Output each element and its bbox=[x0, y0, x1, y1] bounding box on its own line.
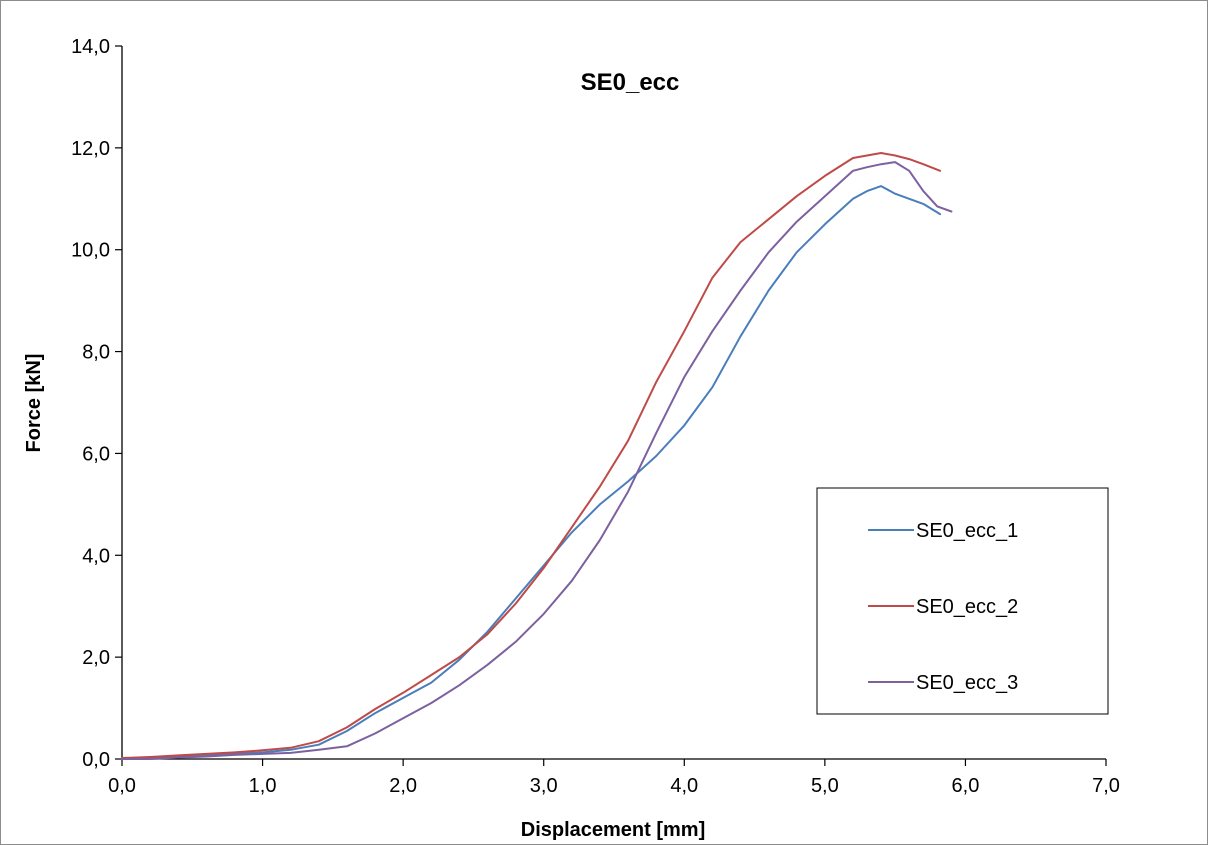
y-tick-label: 6,0 bbox=[82, 443, 110, 465]
x-tick-label: 4,0 bbox=[670, 775, 698, 797]
x-tick-label: 3,0 bbox=[530, 775, 558, 797]
x-tick-label: 2,0 bbox=[389, 775, 417, 797]
x-tick-label: 1,0 bbox=[249, 775, 277, 797]
y-tick-label: 2,0 bbox=[82, 647, 110, 669]
legend-label-3: SE0_ecc_3 bbox=[916, 672, 1018, 694]
legend-label-1: SE0_ecc_1 bbox=[916, 520, 1018, 542]
x-tick-label: 0,0 bbox=[108, 775, 136, 797]
x-axis-title: Displacement [mm] bbox=[521, 819, 706, 841]
series-line-1 bbox=[121, 185, 942, 760]
chart-title: SE0_ecc bbox=[581, 69, 680, 96]
x-tick-label: 7,0 bbox=[1092, 775, 1120, 797]
series-line-3 bbox=[121, 161, 953, 760]
y-tick-label: 10,0 bbox=[71, 240, 110, 262]
legend-label-2: SE0_ecc_2 bbox=[916, 596, 1018, 618]
series-line-2 bbox=[121, 152, 942, 759]
legend-box bbox=[816, 487, 1109, 715]
y-tick-label: 0,0 bbox=[82, 749, 110, 771]
y-tick-label: 14,0 bbox=[71, 36, 110, 58]
y-tick-label: 4,0 bbox=[82, 545, 110, 567]
axes: 0,0 2,0 4,0 6,0 8,0 10,0 12,0 14,0 0,0 1,0 2,0 3,0 4… bbox=[71, 36, 1120, 797]
y-tick-label: 8,0 bbox=[82, 342, 110, 364]
legend: SE0_ecc_1 SE0_ecc_2 SE0_ecc_3 bbox=[816, 487, 1109, 715]
y-tick-label: 12,0 bbox=[71, 138, 110, 160]
series-layer bbox=[121, 152, 953, 760]
y-axis-title: Force [kN] bbox=[23, 354, 45, 453]
x-tick-label: 5,0 bbox=[811, 775, 839, 797]
x-tick-label: 6,0 bbox=[952, 775, 980, 797]
